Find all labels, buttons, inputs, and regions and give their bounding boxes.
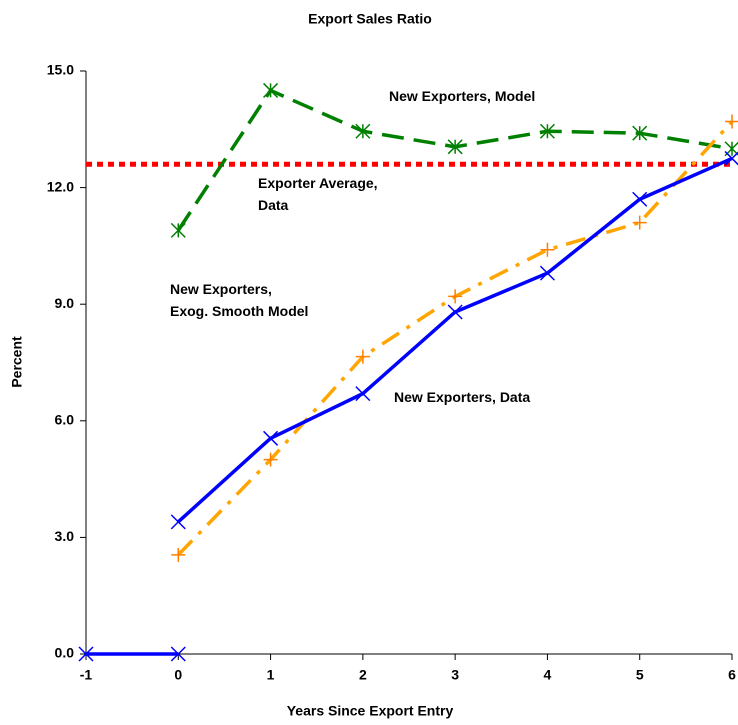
data-point — [632, 215, 647, 230]
series-label: New Exporters, Data — [394, 389, 531, 405]
data-point — [447, 304, 463, 320]
x-tick-label: -1 — [80, 667, 93, 683]
data-point — [263, 82, 279, 98]
y-tick-label: 3.0 — [55, 528, 75, 544]
x-tick-label: 5 — [636, 667, 644, 683]
y-axis-label: Percent — [9, 336, 25, 388]
marker-stroke — [170, 514, 186, 530]
data-point — [263, 452, 278, 467]
marker-stroke — [448, 289, 463, 304]
marker-stroke — [263, 452, 278, 467]
data-point — [632, 125, 648, 141]
marker-stroke — [78, 646, 94, 662]
marker-stroke — [539, 123, 555, 139]
data-point — [632, 191, 648, 207]
x-tick-label: 1 — [267, 667, 275, 683]
marker-stroke — [724, 150, 738, 166]
data-point — [725, 114, 738, 129]
marker-stroke — [263, 82, 279, 98]
data-point — [263, 430, 279, 446]
marker-stroke — [170, 646, 186, 662]
marker-stroke — [263, 430, 279, 446]
x-tick-label: 6 — [728, 667, 736, 683]
marker-stroke — [725, 114, 738, 129]
data-point — [170, 646, 186, 662]
marker-stroke — [355, 386, 371, 402]
marker-stroke — [447, 304, 463, 320]
data-point — [170, 222, 186, 238]
marker-stroke — [170, 222, 186, 238]
y-tick-label: 15.0 — [47, 62, 74, 78]
data-point — [170, 514, 186, 530]
data-point — [447, 139, 463, 155]
series-label: Exporter Average, Data — [258, 175, 378, 213]
marker-stroke — [632, 215, 647, 230]
x-axis-label: Years Since Export Entry — [287, 703, 454, 719]
y-tick-label: 0.0 — [55, 645, 75, 661]
y-tick-label: 9.0 — [55, 295, 75, 311]
marker-stroke — [447, 139, 463, 155]
marker-stroke — [632, 125, 648, 141]
x-tick-label: 2 — [359, 667, 367, 683]
marker-stroke — [355, 349, 370, 364]
data-point — [724, 150, 738, 166]
marker-stroke — [540, 242, 555, 257]
y-tick-label: 6.0 — [55, 412, 75, 428]
data-point — [539, 265, 555, 281]
chart-title: Export Sales Ratio — [308, 11, 432, 27]
marker-stroke — [355, 123, 371, 139]
data-point — [448, 289, 463, 304]
data-point — [355, 386, 371, 402]
x-tick-label: 3 — [451, 667, 459, 683]
marker-stroke — [171, 547, 186, 562]
data-point — [539, 123, 555, 139]
data-point — [355, 123, 371, 139]
data-point — [78, 646, 94, 662]
series-label: New Exporters, Exog. Smooth Model — [170, 281, 309, 319]
x-tick-label: 4 — [544, 667, 552, 683]
data-point — [355, 349, 370, 364]
series-label: New Exporters, Model — [389, 88, 536, 104]
marker-stroke — [539, 265, 555, 281]
data-point — [540, 242, 555, 257]
y-tick-label: 12.0 — [47, 178, 74, 194]
marker-stroke — [632, 191, 648, 207]
x-tick-label: 0 — [174, 667, 182, 683]
data-point — [171, 547, 186, 562]
